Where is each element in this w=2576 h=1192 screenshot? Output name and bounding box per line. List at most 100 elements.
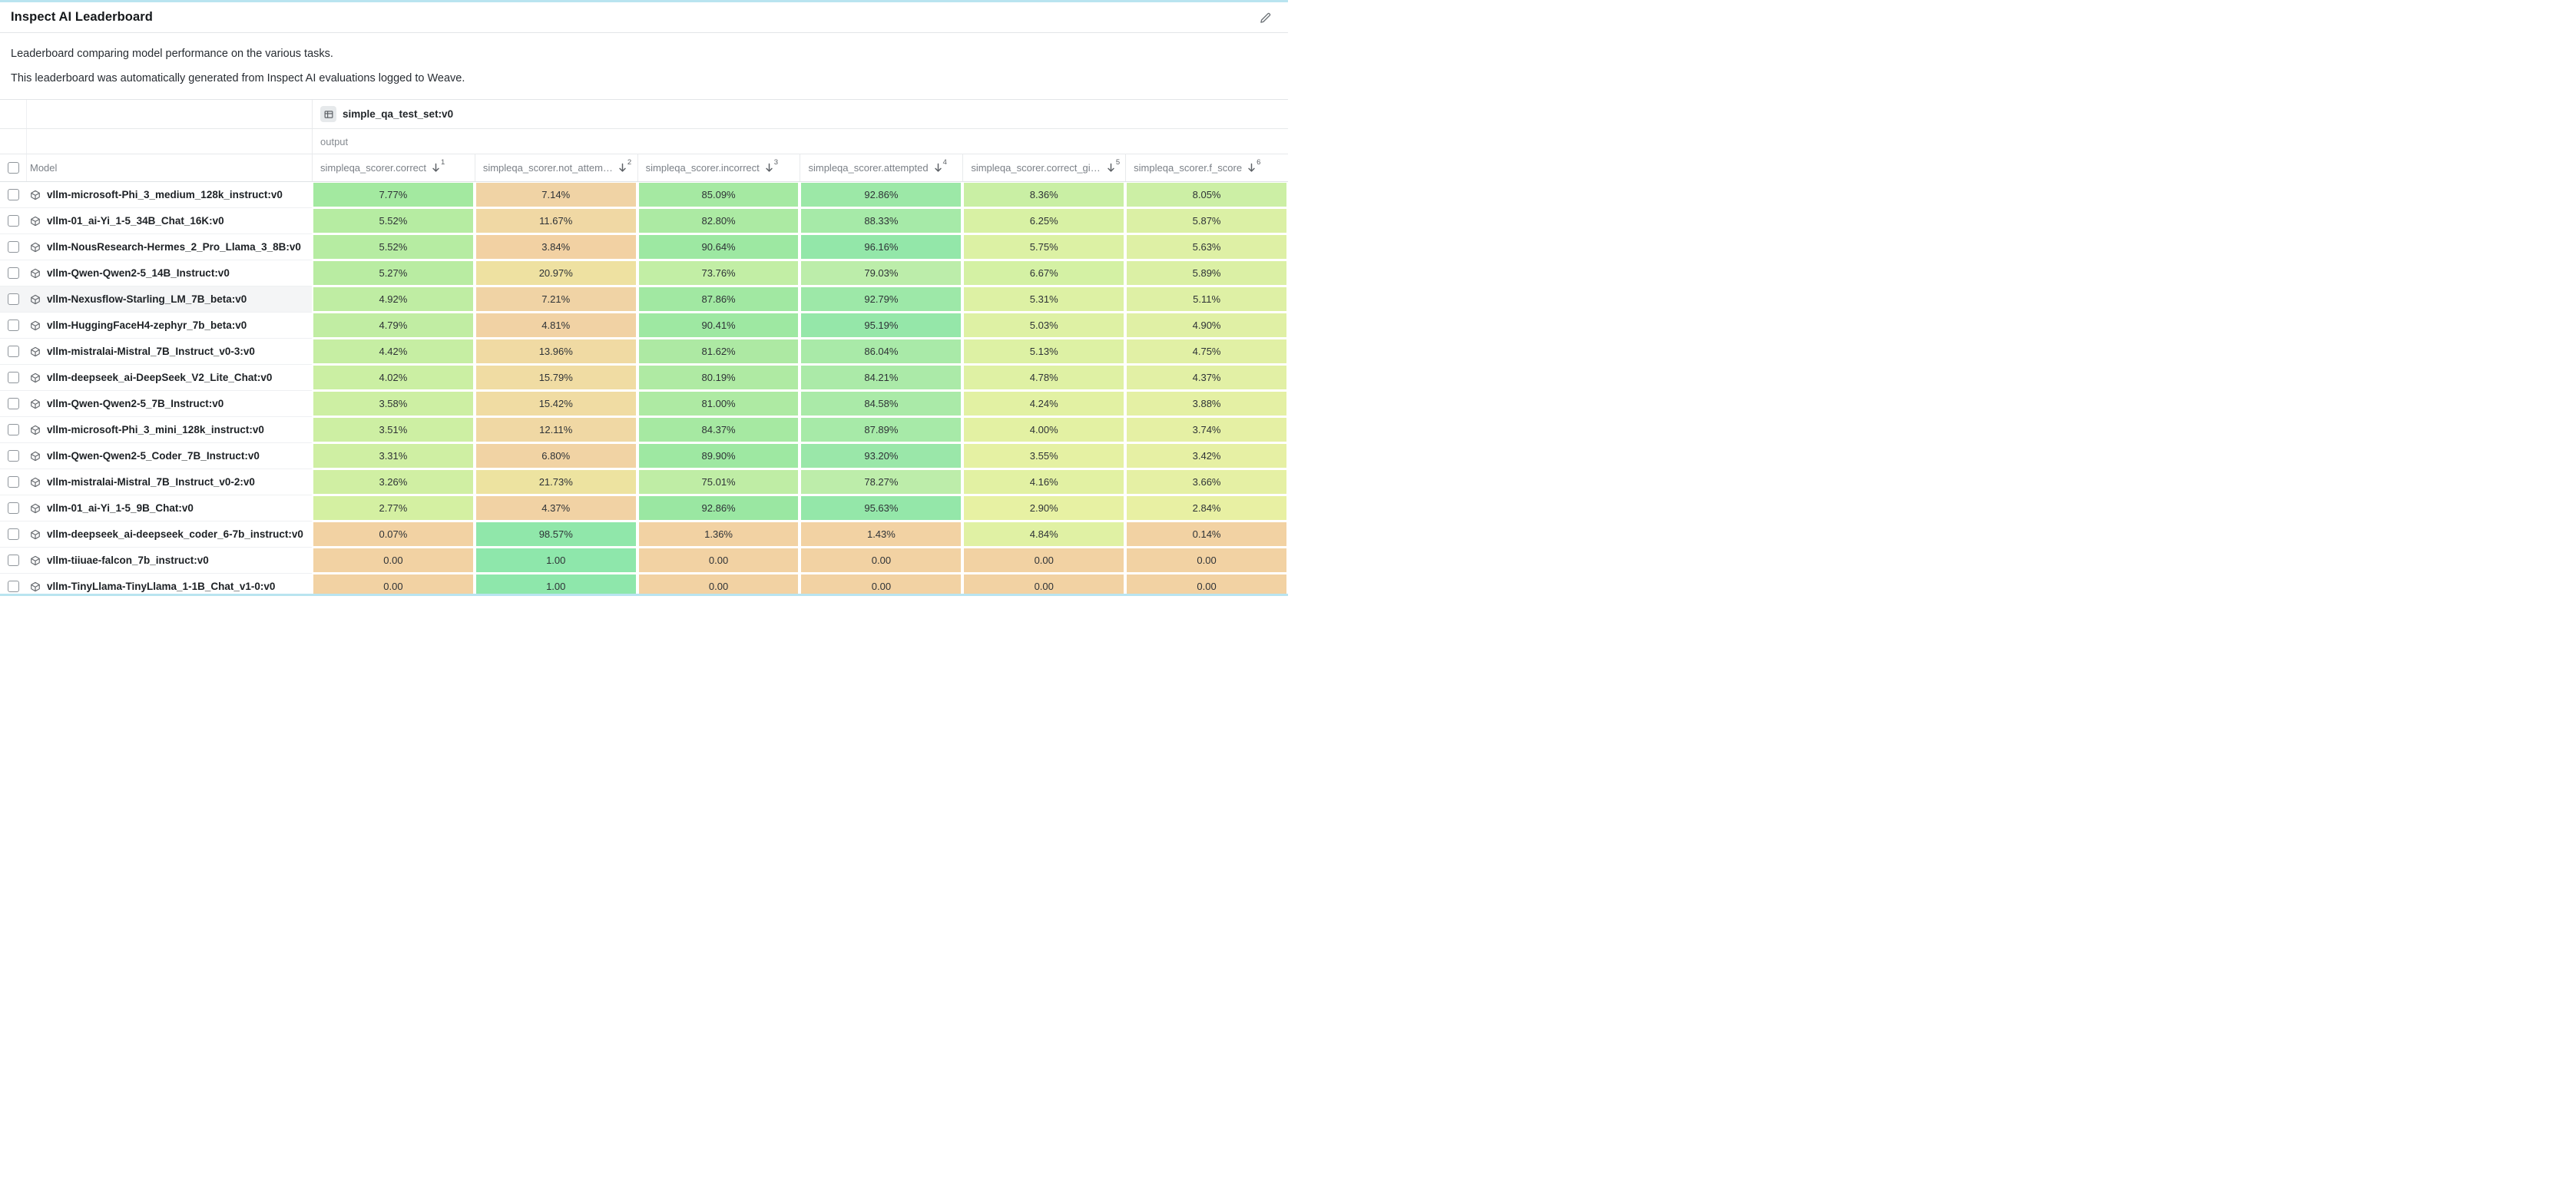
- sort-indicator[interactable]: 2: [618, 159, 631, 173]
- table-row[interactable]: vllm-deepseek_ai-DeepSeek_V2_Lite_Chat:v…: [0, 365, 1288, 392]
- model-name: vllm-01_ai-Yi_1-5_34B_Chat_16K:v0: [47, 215, 224, 227]
- table-row[interactable]: vllm-TinyLlama-TinyLlama_1-1B_Chat_v1-0:…: [0, 574, 1288, 594]
- edit-button[interactable]: [1256, 8, 1276, 28]
- row-checkbox[interactable]: [7, 293, 19, 306]
- table-row[interactable]: vllm-mistralai-Mistral_7B_Instruct_v0-3:…: [0, 339, 1288, 366]
- metric-value: 98.57%: [475, 522, 636, 547]
- row-checkbox[interactable]: [7, 215, 19, 227]
- row-checkbox[interactable]: [7, 424, 19, 436]
- row-checkbox[interactable]: [7, 346, 19, 358]
- sort-order-number: 2: [627, 158, 632, 167]
- table-row[interactable]: vllm-HuggingFaceH4-zephyr_7b_beta:v0 4.7…: [0, 313, 1288, 339]
- row-checkbox[interactable]: [7, 189, 19, 201]
- metric-cell: 84.37%: [637, 417, 800, 443]
- table-row[interactable]: vllm-Qwen-Qwen2-5_Coder_7B_Instruct:v0 3…: [0, 443, 1288, 470]
- metric-cell: 87.86%: [637, 286, 800, 313]
- metric-cell: 85.09%: [637, 182, 800, 208]
- model-icon: [30, 268, 41, 279]
- table-row[interactable]: vllm-Qwen-Qwen2-5_14B_Instruct:v0 5.27% 2…: [0, 260, 1288, 287]
- metric-value: 1.43%: [801, 522, 962, 547]
- sort-indicator[interactable]: 6: [1247, 159, 1260, 173]
- metric-cell: 8.05%: [1125, 182, 1288, 208]
- table-row[interactable]: vllm-Nexusflow-Starling_LM_7B_beta:v0 4.…: [0, 286, 1288, 313]
- metric-value: 2.77%: [313, 496, 473, 521]
- table-row[interactable]: vllm-microsoft-Phi_3_medium_128k_instruc…: [0, 182, 1288, 209]
- model-cell[interactable]: vllm-NousResearch-Hermes_2_Pro_Llama_3_8…: [26, 234, 312, 261]
- metric-value: 4.42%: [313, 339, 473, 364]
- metric-cell: 82.80%: [637, 208, 800, 234]
- sort-indicator[interactable]: 4: [934, 159, 947, 173]
- metric-value: 4.79%: [313, 313, 473, 338]
- row-checkbox-cell: [0, 495, 26, 522]
- model-cell[interactable]: vllm-mistralai-Mistral_7B_Instruct_v0-2:…: [26, 469, 312, 496]
- sort-indicator[interactable]: 5: [1107, 159, 1120, 173]
- metric-value: 4.84%: [964, 522, 1124, 547]
- row-checkbox[interactable]: [7, 450, 19, 462]
- table-row[interactable]: vllm-tiiuae-falcon_7b_instruct:v0 0.00 1.…: [0, 548, 1288, 574]
- row-checkbox[interactable]: [7, 581, 19, 593]
- output-row-gutter: [0, 129, 26, 154]
- table-row[interactable]: vllm-Qwen-Qwen2-5_7B_Instruct:v0 3.58% 15…: [0, 391, 1288, 418]
- metric-cell: 5.87%: [1125, 208, 1288, 234]
- model-cell[interactable]: vllm-microsoft-Phi_3_mini_128k_instruct:…: [26, 417, 312, 444]
- metric-value: 89.90%: [638, 444, 799, 469]
- row-checkbox[interactable]: [7, 267, 19, 280]
- table-row[interactable]: vllm-mistralai-Mistral_7B_Instruct_v0-2:…: [0, 469, 1288, 496]
- metric-value: 95.63%: [801, 496, 962, 521]
- metric-value: 7.77%: [313, 183, 473, 207]
- row-checkbox[interactable]: [7, 398, 19, 410]
- sort-indicator[interactable]: 3: [765, 159, 778, 173]
- metric-value: 5.75%: [964, 235, 1124, 260]
- model-cell[interactable]: vllm-microsoft-Phi_3_medium_128k_instruc…: [26, 182, 312, 209]
- description-block: Leaderboard comparing model performance …: [0, 33, 1288, 99]
- row-checkbox[interactable]: [7, 502, 19, 515]
- model-cell[interactable]: vllm-deepseek_ai-deepseek_coder_6-7b_ins…: [26, 522, 312, 548]
- metric-value: 6.25%: [964, 209, 1124, 233]
- metric-cell: 4.16%: [962, 469, 1125, 495]
- metric-column-header[interactable]: simpleqa_scorer.attempted 4: [800, 154, 962, 182]
- row-checkbox[interactable]: [7, 476, 19, 488]
- page-title: Inspect AI Leaderboard: [11, 10, 153, 24]
- row-checkbox[interactable]: [7, 372, 19, 384]
- metric-column-header[interactable]: simpleqa_scorer.correct 1: [312, 154, 475, 182]
- model-name: vllm-microsoft-Phi_3_medium_128k_instruc…: [47, 189, 283, 201]
- model-cell[interactable]: vllm-Nexusflow-Starling_LM_7B_beta:v0: [26, 286, 312, 313]
- metric-column-header[interactable]: simpleqa_scorer.f_score 6: [1125, 154, 1288, 182]
- model-cell[interactable]: vllm-Qwen-Qwen2-5_Coder_7B_Instruct:v0: [26, 443, 312, 470]
- metric-column-header[interactable]: simpleqa_scorer.correct_giv… 5: [962, 154, 1125, 182]
- model-cell[interactable]: vllm-Qwen-Qwen2-5_14B_Instruct:v0: [26, 260, 312, 287]
- table-row[interactable]: vllm-NousResearch-Hermes_2_Pro_Llama_3_8…: [0, 234, 1288, 261]
- leaderboard-table: simple_qa_test_set:v0 output Model simpl…: [0, 99, 1288, 594]
- dataset-group-header[interactable]: simple_qa_test_set:v0: [312, 100, 1288, 129]
- metric-cell: 11.67%: [475, 208, 637, 234]
- row-checkbox[interactable]: [7, 555, 19, 567]
- metric-value: 5.27%: [313, 261, 473, 286]
- metric-value: 0.00: [801, 574, 962, 594]
- metric-value: 3.66%: [1127, 470, 1286, 495]
- select-all-checkbox[interactable]: [7, 162, 19, 174]
- table-row[interactable]: vllm-01_ai-Yi_1-5_9B_Chat:v0 2.77% 4.37% 9…: [0, 495, 1288, 522]
- model-cell[interactable]: vllm-Qwen-Qwen2-5_7B_Instruct:v0: [26, 391, 312, 418]
- arrow-down-icon: [432, 163, 440, 173]
- metric-column-header[interactable]: simpleqa_scorer.incorrect 3: [637, 154, 800, 182]
- metric-value: 3.51%: [313, 418, 473, 442]
- metric-column-header[interactable]: simpleqa_scorer.not_attem… 2: [474, 154, 637, 182]
- model-name: vllm-tiiuae-falcon_7b_instruct:v0: [47, 555, 209, 567]
- table-row[interactable]: vllm-01_ai-Yi_1-5_34B_Chat_16K:v0 5.52% 1…: [0, 208, 1288, 235]
- model-cell[interactable]: vllm-deepseek_ai-DeepSeek_V2_Lite_Chat:v…: [26, 365, 312, 392]
- metric-column-label: simpleqa_scorer.f_score: [1134, 162, 1243, 174]
- row-checkbox[interactable]: [7, 320, 19, 332]
- model-cell[interactable]: vllm-TinyLlama-TinyLlama_1-1B_Chat_v1-0:…: [26, 574, 312, 594]
- table-row[interactable]: vllm-microsoft-Phi_3_mini_128k_instruct:…: [0, 417, 1288, 444]
- row-checkbox[interactable]: [7, 528, 19, 541]
- model-cell[interactable]: vllm-HuggingFaceH4-zephyr_7b_beta:v0: [26, 313, 312, 339]
- model-cell[interactable]: vllm-tiiuae-falcon_7b_instruct:v0: [26, 548, 312, 574]
- table-row[interactable]: vllm-deepseek_ai-deepseek_coder_6-7b_ins…: [0, 522, 1288, 548]
- row-checkbox[interactable]: [7, 241, 19, 253]
- model-cell[interactable]: vllm-mistralai-Mistral_7B_Instruct_v0-3:…: [26, 339, 312, 366]
- sort-indicator[interactable]: 1: [432, 159, 445, 173]
- model-cell[interactable]: vllm-01_ai-Yi_1-5_34B_Chat_16K:v0: [26, 208, 312, 235]
- model-cell[interactable]: vllm-01_ai-Yi_1-5_9B_Chat:v0: [26, 495, 312, 522]
- metric-value: 4.16%: [964, 470, 1124, 495]
- model-column-header[interactable]: Model: [26, 154, 312, 182]
